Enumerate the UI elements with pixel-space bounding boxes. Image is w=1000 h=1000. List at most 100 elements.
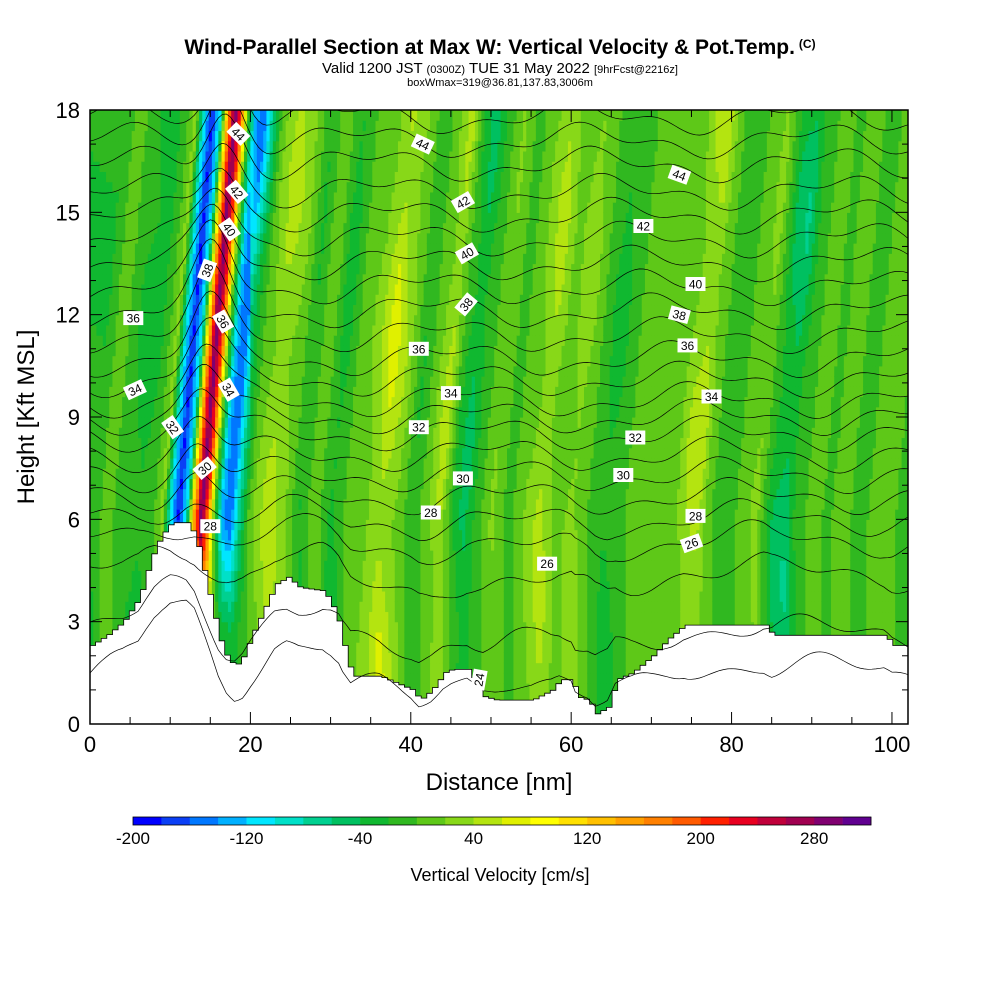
velocity-cell	[179, 273, 184, 285]
velocity-cell	[154, 304, 158, 316]
velocity-cell	[215, 468, 219, 479]
velocity-cell	[134, 324, 139, 336]
velocity-cell	[183, 406, 187, 418]
velocity-cell	[199, 488, 203, 500]
velocity-cell	[199, 140, 203, 152]
velocity-cell	[106, 478, 110, 490]
velocity-cell	[134, 560, 139, 572]
velocity-cell	[186, 365, 191, 377]
velocity-cell	[173, 283, 178, 295]
velocity-cell	[150, 437, 155, 449]
velocity-cell	[202, 345, 207, 357]
velocity-cell	[192, 212, 197, 224]
velocity-cell	[147, 478, 152, 490]
velocity-cell	[170, 232, 175, 244]
velocity-cell	[106, 283, 110, 295]
velocity-cell	[208, 212, 213, 224]
velocity-cell	[195, 171, 200, 183]
velocity-cell	[90, 365, 94, 377]
velocity-cell	[202, 437, 207, 449]
velocity-cell	[125, 601, 130, 613]
velocity-cell	[112, 232, 117, 244]
velocity-cell	[93, 550, 98, 561]
velocity-cell	[99, 130, 104, 142]
velocity-cell	[150, 171, 155, 183]
velocity-cell	[118, 212, 123, 224]
velocity-cell	[118, 202, 123, 213]
velocity-cell	[115, 498, 120, 510]
velocity-cell	[173, 386, 178, 398]
velocity-cell	[128, 519, 133, 531]
velocity-cell	[90, 243, 94, 254]
velocity-cell	[93, 150, 98, 162]
velocity-cell	[199, 427, 203, 439]
velocity-cell	[141, 427, 146, 439]
velocity-cell	[192, 488, 197, 500]
velocity-cell	[189, 509, 194, 520]
velocity-cell	[138, 457, 142, 469]
velocity-cell	[118, 590, 123, 602]
velocity-cell	[141, 253, 146, 265]
velocity-cell	[170, 150, 175, 162]
velocity-cell	[106, 529, 110, 541]
velocity-cell	[90, 396, 94, 408]
velocity-cell	[205, 314, 210, 326]
velocity-cell	[163, 396, 168, 408]
velocity-cell	[115, 376, 120, 387]
velocity-cell	[141, 417, 146, 428]
velocity-cell	[183, 355, 187, 367]
velocity-cell	[96, 386, 101, 398]
velocity-cell	[179, 314, 184, 326]
velocity-cell	[144, 181, 149, 193]
velocity-cell	[186, 171, 191, 183]
velocity-cell	[157, 273, 162, 285]
velocity-cell	[179, 202, 184, 213]
velocity-cell	[186, 273, 191, 285]
velocity-cell	[202, 130, 207, 142]
velocity-cell	[109, 335, 114, 346]
velocity-cell	[109, 580, 114, 592]
velocity-cell	[176, 498, 181, 510]
velocity-cell	[199, 110, 203, 121]
velocity-cell	[183, 243, 187, 254]
velocity-cell	[199, 130, 203, 142]
velocity-cell	[109, 417, 114, 428]
velocity-cell	[211, 212, 216, 224]
velocity-cell	[160, 427, 165, 439]
velocity-cell	[144, 232, 149, 244]
velocity-cell	[99, 365, 104, 377]
velocity-cell	[157, 529, 162, 541]
velocity-cell	[106, 130, 110, 142]
velocity-cell	[186, 161, 191, 172]
velocity-cell	[109, 283, 114, 295]
velocity-cell	[160, 406, 165, 418]
velocity-cell	[205, 560, 210, 572]
velocity-cell	[166, 365, 171, 377]
velocity-cell	[211, 509, 216, 520]
velocity-cell	[93, 304, 98, 316]
velocity-cell	[160, 232, 165, 244]
velocity-cell	[192, 130, 197, 142]
velocity-cell	[160, 457, 165, 469]
velocity-cell	[141, 222, 146, 234]
velocity-cell	[154, 314, 158, 326]
velocity-cell	[115, 243, 120, 254]
velocity-cell	[157, 427, 162, 439]
velocity-cell	[138, 335, 142, 346]
velocity-cell	[90, 376, 94, 387]
velocity-cell	[183, 376, 187, 387]
velocity-cell	[141, 324, 146, 336]
velocity-cell	[109, 376, 114, 387]
velocity-cell	[99, 468, 104, 479]
velocity-cell	[186, 447, 191, 459]
velocity-cell	[150, 212, 155, 224]
velocity-cell	[93, 202, 98, 213]
velocity-cell	[122, 437, 126, 449]
velocity-cell	[189, 120, 194, 132]
velocity-cell	[189, 335, 194, 346]
velocity-cell	[211, 406, 216, 418]
velocity-cell	[195, 273, 200, 285]
velocity-cell	[109, 386, 114, 398]
velocity-cell	[170, 478, 175, 490]
velocity-cell	[118, 314, 123, 326]
